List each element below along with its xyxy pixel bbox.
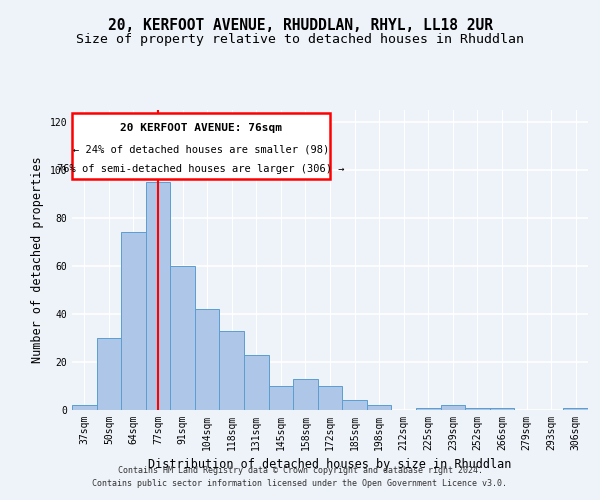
Bar bbox=[121, 232, 146, 410]
Bar bbox=[293, 379, 318, 410]
Bar bbox=[416, 408, 440, 410]
Bar bbox=[244, 355, 269, 410]
Bar bbox=[563, 408, 588, 410]
Text: Size of property relative to detached houses in Rhuddlan: Size of property relative to detached ho… bbox=[76, 32, 524, 46]
Text: Contains HM Land Registry data © Crown copyright and database right 2024.
Contai: Contains HM Land Registry data © Crown c… bbox=[92, 466, 508, 487]
Y-axis label: Number of detached properties: Number of detached properties bbox=[31, 156, 44, 364]
Bar bbox=[342, 400, 367, 410]
Bar bbox=[490, 408, 514, 410]
X-axis label: Distribution of detached houses by size in Rhuddlan: Distribution of detached houses by size … bbox=[148, 458, 512, 471]
Bar bbox=[440, 405, 465, 410]
Text: 20, KERFOOT AVENUE, RHUDDLAN, RHYL, LL18 2UR: 20, KERFOOT AVENUE, RHUDDLAN, RHYL, LL18… bbox=[107, 18, 493, 32]
Text: 76% of semi-detached houses are larger (306) →: 76% of semi-detached houses are larger (… bbox=[57, 164, 345, 174]
Bar bbox=[72, 405, 97, 410]
Bar bbox=[465, 408, 490, 410]
Text: ← 24% of detached houses are smaller (98): ← 24% of detached houses are smaller (98… bbox=[73, 144, 329, 154]
Bar bbox=[318, 386, 342, 410]
FancyBboxPatch shape bbox=[72, 113, 330, 179]
Bar bbox=[269, 386, 293, 410]
Bar bbox=[170, 266, 195, 410]
Bar bbox=[97, 338, 121, 410]
Bar bbox=[195, 309, 220, 410]
Bar bbox=[367, 405, 391, 410]
Bar bbox=[146, 182, 170, 410]
Bar bbox=[220, 331, 244, 410]
Text: 20 KERFOOT AVENUE: 76sqm: 20 KERFOOT AVENUE: 76sqm bbox=[120, 122, 282, 132]
